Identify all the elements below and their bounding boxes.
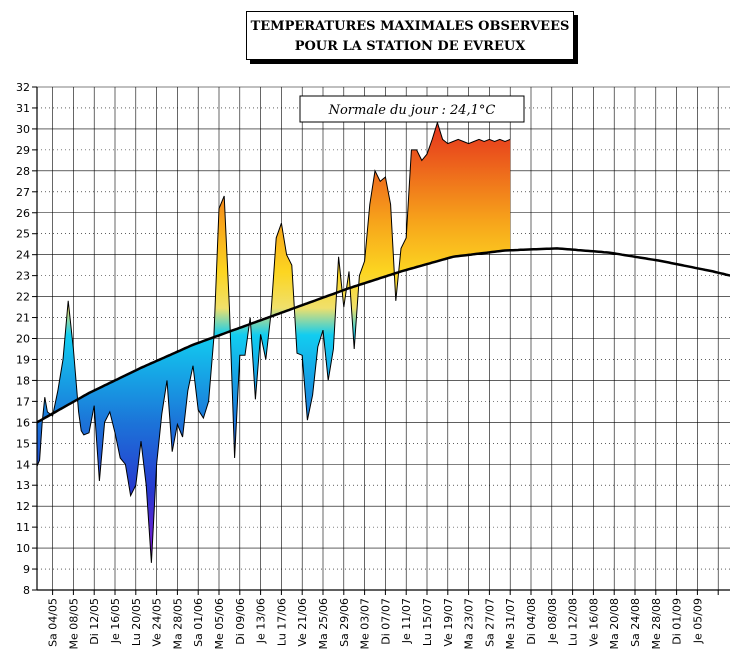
x-tick-label: Ma 28/05 (171, 598, 184, 649)
y-tick-label: 12 (16, 500, 30, 513)
x-tick-label: Di 01/09 (671, 598, 684, 645)
x-tick-label: Lu 15/07 (421, 598, 434, 646)
y-tick-label: 16 (16, 416, 30, 429)
y-tick-label: 18 (16, 374, 30, 387)
x-tick-label: Ma 25/06 (317, 598, 330, 649)
x-tick-label: Lu 17/06 (275, 598, 288, 646)
y-tick-label: 22 (16, 291, 30, 304)
title-line-1: TEMPERATURES MAXIMALES OBSERVEES (250, 19, 570, 34)
y-tick-label: 15 (16, 437, 30, 450)
y-tick-label: 24 (16, 249, 30, 262)
y-tick-label: 32 (16, 81, 30, 94)
y-tick-label: 29 (16, 144, 30, 157)
y-tick-label: 9 (23, 563, 30, 576)
x-tick-label: Sa 29/06 (338, 598, 351, 647)
x-axis: Sa 04/05 Me 08/05 Di 12/05 Je 16/05 Lu 20/05… (37, 589, 730, 649)
x-tick-label: Me 08/05 (67, 598, 80, 649)
x-tick-label: Di 07/07 (379, 598, 392, 645)
x-tick-label: Ve 19/07 (442, 598, 455, 647)
y-tick-label: 28 (16, 165, 30, 178)
x-tick-label: Ma 23/07 (463, 598, 476, 649)
y-tick-label: 10 (16, 542, 30, 555)
x-tick-label: Je 13/06 (255, 598, 268, 644)
normal-series-line (36, 247, 730, 424)
x-tick-label: Je 05/09 (691, 598, 704, 644)
x-tick-label: Sa 24/08 (629, 598, 642, 647)
x-tick-label: Me 05/06 (213, 598, 226, 649)
x-tick-label: Sa 27/07 (483, 598, 496, 647)
x-tick-label: Je 11/07 (400, 598, 413, 644)
x-tick-label: Je 08/08 (546, 598, 559, 644)
y-tick-label: 23 (16, 270, 30, 283)
x-tick-label: Me 28/08 (650, 598, 663, 649)
y-tick-label: 25 (16, 228, 30, 241)
x-tick-label: Lu 12/08 (567, 598, 580, 646)
y-tick-label: 8 (23, 584, 30, 597)
x-tick-label: Di 09/06 (234, 598, 247, 645)
x-tick-label: Di 04/08 (525, 598, 538, 645)
title-line-2: POUR LA STATION DE EVREUX (294, 39, 526, 54)
y-tick-label: 17 (16, 395, 30, 408)
y-tick-label: 21 (16, 312, 30, 325)
y-tick-label: 26 (16, 207, 30, 220)
y-tick-label: 14 (16, 458, 30, 471)
x-tick-label: Me 31/07 (504, 598, 517, 649)
x-tick-label: Ve 16/08 (587, 598, 600, 647)
x-tick-label: Ma 20/08 (608, 598, 621, 649)
y-axis: 8 9 10 11 12 13 14 15 16 17 18 19 20 21 22 23 24 25 26 27 28… (16, 81, 38, 597)
x-tick-label: Di 12/05 (88, 598, 101, 645)
chart-title: TEMPERATURES MAXIMALES OBSERVEES POUR LA… (246, 11, 574, 60)
x-tick-label: Me 03/07 (359, 598, 372, 649)
y-tick-label: 13 (16, 479, 30, 492)
annotation-box: Normale du jour : 24,1°C (299, 95, 525, 123)
y-tick-label: 31 (16, 102, 30, 115)
x-tick-label: Ve 21/06 (296, 598, 309, 647)
annotation-text: Normale du jour : 24,1°C (328, 103, 496, 118)
observed-series-line (36, 120, 511, 563)
y-tick-label: 19 (16, 353, 30, 366)
x-tick-label: Sa 01/06 (192, 598, 205, 647)
x-tick-label: Lu 20/05 (130, 598, 143, 646)
y-tick-label: 30 (16, 123, 30, 136)
x-tick-label: Sa 04/05 (47, 598, 60, 647)
y-tick-label: 11 (16, 521, 30, 534)
x-tick-label: Je 16/05 (109, 598, 122, 644)
y-tick-label: 27 (16, 186, 30, 199)
x-tick-label: Ve 24/05 (151, 598, 164, 647)
y-tick-label: 20 (16, 333, 30, 346)
series-lines (36, 120, 730, 563)
